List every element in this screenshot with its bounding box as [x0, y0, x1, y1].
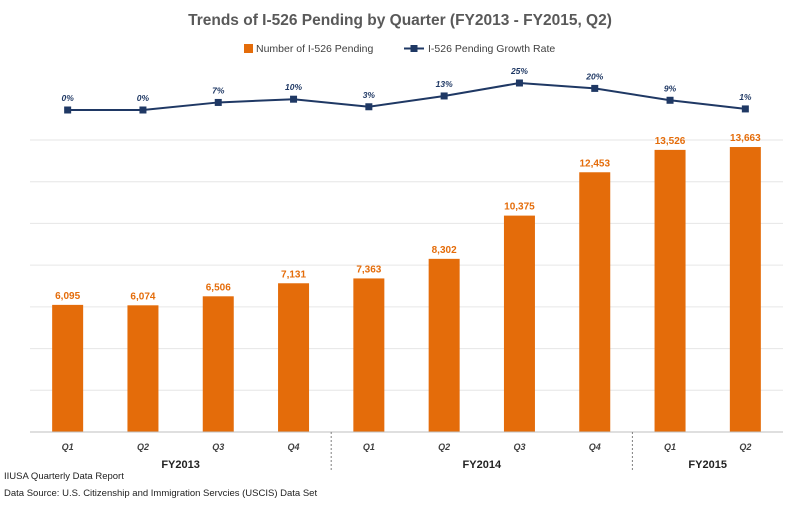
legend: Number of I-526 Pending I-526 Pending Gr… [244, 43, 555, 55]
bar-value-label: 8,302 [432, 245, 457, 256]
growth-marker [741, 105, 749, 113]
bar-value-label: 7,363 [356, 264, 381, 275]
bar [202, 296, 234, 432]
growth-marker [666, 96, 674, 104]
growth-marker [64, 106, 72, 114]
footer-report: IIUSA Quarterly Data Report [4, 471, 124, 482]
bar [278, 283, 310, 432]
bar [654, 149, 686, 432]
bar-value-label: 6,506 [206, 282, 231, 293]
x-tick-label: Q1 [363, 442, 375, 452]
growth-line [67, 81, 746, 111]
x-group-label: FY2013 [161, 459, 200, 471]
x-group-label: FY2014 [463, 459, 502, 471]
growth-value-label: 0% [137, 93, 150, 103]
bar-labels: 6,095 6,074 6,506 7,131 7,363 8,302 10,375 12,4… [55, 133, 761, 302]
bar [729, 147, 761, 432]
legend-line-label: I-526 Pending Growth Rate [428, 43, 555, 55]
x-tick-label: Q2 [438, 442, 450, 452]
growth-value-label: 10% [285, 82, 302, 92]
bar [428, 258, 460, 432]
legend-bar-label: Number of I-526 Pending [256, 43, 373, 55]
growth-value-label: 13% [436, 79, 453, 89]
growth-marker [515, 79, 523, 87]
x-tick-label: Q4 [288, 442, 300, 452]
growth-value-label: 25% [510, 66, 528, 76]
growth-value-label: 3% [363, 90, 376, 100]
growth-marker [365, 103, 373, 111]
bar [353, 278, 385, 432]
x-tick-label: Q2 [739, 442, 751, 452]
legend-bar-swatch [244, 44, 253, 53]
bar [503, 215, 535, 432]
x-tick-label: Q2 [137, 442, 149, 452]
bar [579, 172, 611, 433]
x-tick-label: Q3 [212, 442, 224, 452]
footer-source: Data Source: U.S. Citizenship and Immigr… [4, 488, 318, 499]
growth-rate-line: 0% 0% 7% 10% 3% 13% 25% 20% 9% 1% [62, 66, 752, 114]
x-tick-label: Q3 [513, 442, 525, 452]
growth-value-label: 20% [585, 71, 603, 81]
growth-marker [290, 95, 298, 103]
bar-value-label: 13,526 [655, 136, 686, 147]
x-group-label: FY2015 [688, 459, 727, 471]
bar [52, 304, 84, 432]
growth-marker [139, 106, 147, 114]
growth-marker [440, 92, 448, 100]
x-tick-label: Q1 [664, 442, 676, 452]
legend-line-marker [410, 45, 418, 52]
growth-marker [591, 84, 599, 92]
bar-value-label: 6,074 [130, 291, 155, 302]
growth-value-label: 1% [739, 92, 752, 102]
x-axis: Q1 Q2 Q3 Q4 Q1 Q2 Q3 Q4 Q1 Q2 FY2013 FY2014 FY2015 [30, 431, 783, 472]
chart-title: Trends of I-526 Pending by Quarter (FY20… [188, 12, 612, 29]
x-tick-label: Q4 [589, 442, 601, 452]
bar-value-label: 10,375 [504, 202, 535, 213]
growth-value-label: 0% [62, 93, 75, 103]
bars [52, 147, 761, 433]
bar-value-label: 13,663 [730, 133, 761, 144]
bar-value-label: 7,131 [281, 269, 306, 280]
growth-marker [214, 98, 222, 106]
growth-value-label: 9% [664, 83, 677, 93]
growth-value-label: 7% [212, 85, 225, 95]
x-tick-label: Q1 [62, 442, 74, 452]
bar [127, 305, 159, 432]
bar-value-label: 6,095 [55, 291, 80, 302]
bar-value-label: 12,453 [579, 158, 610, 169]
